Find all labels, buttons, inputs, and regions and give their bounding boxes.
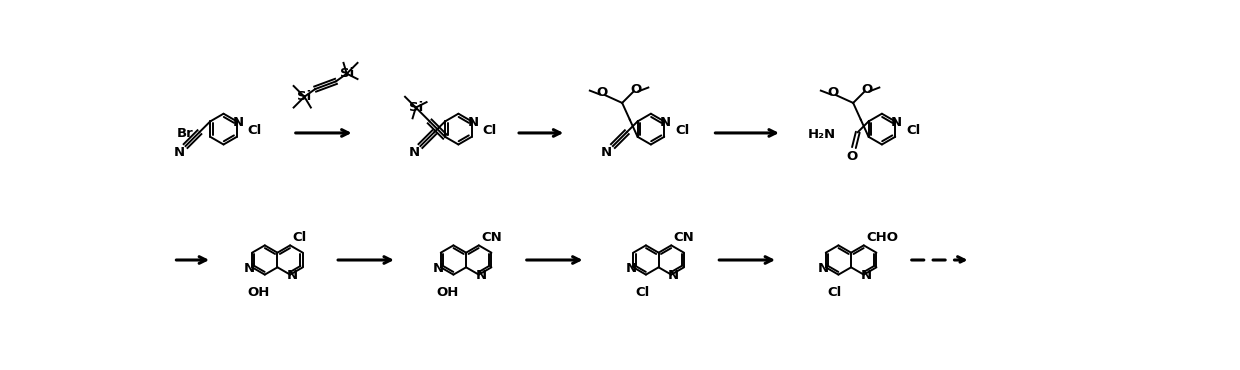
Text: N: N: [668, 269, 680, 282]
Text: N: N: [601, 146, 613, 159]
Text: CHO: CHO: [866, 231, 898, 244]
Text: N: N: [861, 269, 872, 282]
Text: N: N: [244, 262, 255, 275]
Text: N: N: [660, 117, 671, 130]
Text: Cl: Cl: [482, 124, 497, 137]
Text: O: O: [596, 87, 608, 100]
Text: H₂N: H₂N: [808, 128, 836, 141]
Text: Br: Br: [176, 127, 193, 140]
Text: Si: Si: [340, 67, 353, 80]
Text: N: N: [475, 269, 486, 282]
Text: Si: Si: [409, 101, 423, 114]
Text: Cl: Cl: [675, 124, 689, 137]
Text: O: O: [862, 83, 873, 96]
Text: CN: CN: [673, 231, 694, 244]
Text: O: O: [827, 87, 838, 100]
Text: N: N: [818, 262, 830, 275]
Text: Cl: Cl: [906, 124, 920, 137]
Text: N: N: [625, 262, 636, 275]
Text: Cl: Cl: [827, 286, 842, 299]
Text: N: N: [409, 146, 420, 159]
Text: O: O: [847, 150, 858, 163]
Text: N: N: [467, 117, 479, 130]
Text: Si: Si: [298, 90, 311, 103]
Text: CN: CN: [481, 231, 502, 244]
Text: Cl: Cl: [248, 124, 262, 137]
Text: N: N: [892, 117, 903, 130]
Text: N: N: [233, 117, 244, 130]
Text: N: N: [174, 146, 185, 159]
Text: Cl: Cl: [635, 286, 650, 299]
Text: Cl: Cl: [293, 231, 306, 244]
Text: O: O: [630, 83, 641, 96]
Text: OH: OH: [436, 286, 459, 299]
Text: N: N: [286, 269, 298, 282]
Text: N: N: [433, 262, 444, 275]
Text: OH: OH: [248, 286, 270, 299]
